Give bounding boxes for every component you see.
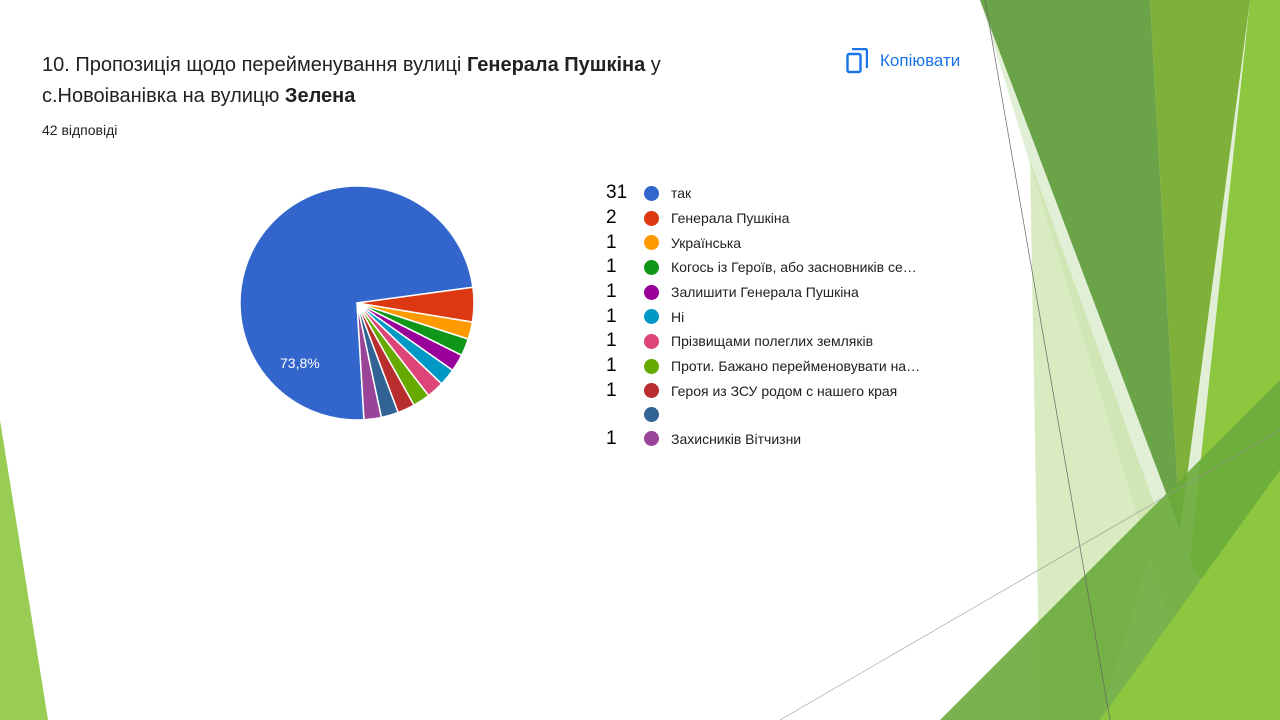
responses-count: 42 відповіді	[42, 122, 118, 138]
pie-slice	[356, 302, 383, 421]
response-count-label: 1	[606, 231, 617, 253]
legend-item: 1 Прізвищами полеглих земляків	[606, 329, 920, 354]
legend-label: Залишити Генерала Пушкіна	[671, 284, 859, 301]
response-count-label: 1	[606, 256, 617, 278]
legend-color-dot	[644, 383, 659, 398]
copy-icon	[846, 48, 868, 74]
response-count-label: 1	[606, 379, 617, 401]
legend-label: Ні	[671, 308, 685, 325]
legend-item: 31 так	[606, 181, 920, 206]
legend-label: так	[671, 185, 692, 202]
pie-chart: 73,8%	[239, 185, 475, 421]
legend-item: 1 Захисників Вітчизни	[606, 427, 920, 451]
chart-legend: 31 так 2 Генерала Пушкіна 1 Українська 1 Когось…	[606, 181, 920, 451]
legend-item: 1 Когось із Героїв, або засновників се…	[606, 255, 920, 280]
legend-label: Захисників Вітчизни	[671, 430, 802, 447]
question-title: 10. Пропозиція щодо перейменування вулиц…	[42, 54, 661, 107]
legend-item: 1 Українська	[606, 230, 920, 255]
legend-color-dot	[644, 358, 659, 374]
legend-color-dot	[644, 431, 659, 446]
legend-label: Героя из ЗСУ родом с нашего края	[671, 382, 898, 399]
legend-label: Українська	[671, 234, 742, 251]
response-count-label: 2	[606, 207, 617, 229]
legend-color-dot	[644, 210, 659, 226]
response-count-label: 1	[606, 355, 617, 377]
legend-label: Прізвищами полеглих земляків	[671, 333, 874, 350]
copy-button[interactable]: Копіювати	[846, 48, 960, 74]
legend-item: 2 Генерала Пушкіна	[606, 206, 920, 231]
response-count-label: 31	[606, 182, 628, 204]
legend-item: 1 Залишити Генерала Пушкіна	[606, 280, 920, 305]
response-count-label: 1	[606, 281, 617, 303]
legend-color-dot	[644, 284, 659, 300]
response-count-label: 1	[606, 330, 617, 352]
legend-item	[606, 403, 920, 427]
legend-item: 1 Ні	[606, 304, 920, 329]
legend-color-dot	[644, 333, 659, 349]
legend-color-dot	[644, 407, 659, 422]
legend-color-dot	[644, 185, 659, 201]
legend-label: Когось із Героїв, або засновників се…	[671, 259, 917, 276]
pie-slice	[239, 185, 474, 421]
legend-color-dot	[644, 309, 659, 325]
legend-item: 1 Проти. Бажано перейменовувати на…	[606, 354, 920, 379]
response-count-label: 1	[606, 305, 617, 327]
copy-button-label: Копіювати	[880, 51, 961, 70]
legend-item: 1 Героя из ЗСУ родом с нашего края	[606, 379, 920, 403]
legend-color-dot	[644, 259, 659, 275]
legend-label: Проти. Бажано перейменовувати на…	[671, 358, 921, 375]
legend-color-dot	[644, 235, 659, 251]
response-count-label: 1	[606, 427, 617, 449]
legend-label: Генерала Пушкіна	[671, 210, 790, 227]
slice-percent-label: 73,8%	[280, 355, 320, 371]
